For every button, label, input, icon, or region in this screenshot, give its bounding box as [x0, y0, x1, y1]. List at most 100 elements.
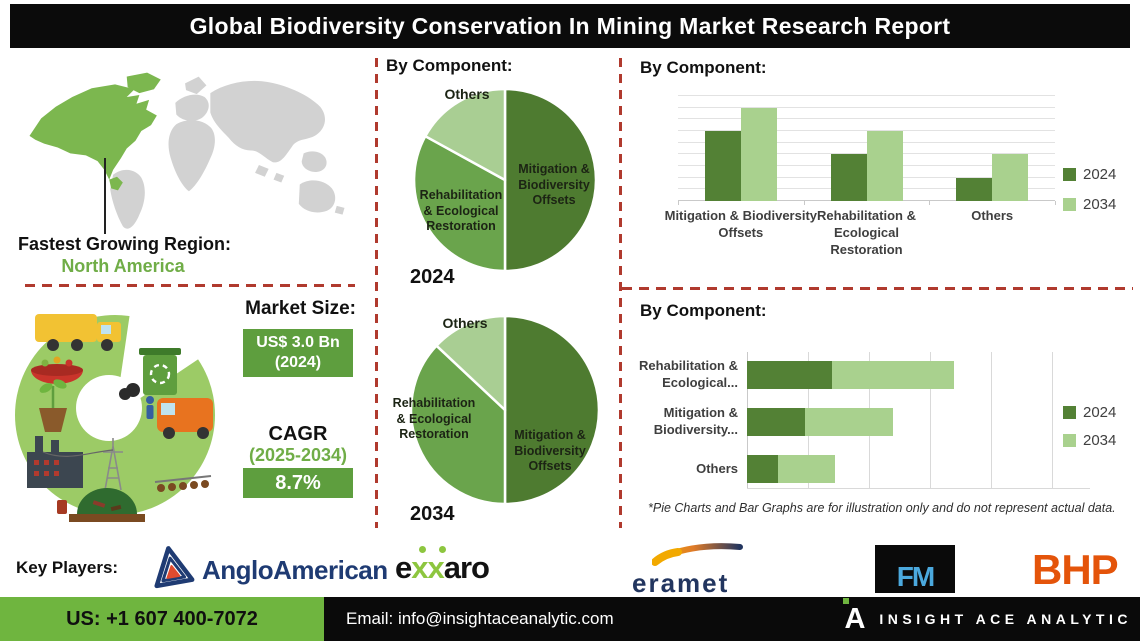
bar-2034: [777, 455, 836, 483]
cagr-label: CAGR: [268, 423, 328, 445]
eco-recycling-illustration: [15, 306, 215, 522]
grouped-bar-chart: [678, 95, 1056, 205]
pie2024-others-label: Others: [444, 86, 490, 102]
gridline: [678, 95, 1055, 96]
anglo-american-text: AngloAmerican: [202, 555, 388, 585]
title-bar: Global Biodiversity Conservation In Mini…: [10, 4, 1130, 48]
pie2024-year-label: 2024: [410, 266, 455, 288]
pie-slice: [412, 134, 507, 273]
bar: [866, 131, 903, 201]
pie2034-year-label: 2034: [410, 503, 455, 525]
pie2024-mitigation-label: Mitigation & Biodiversity Offsets: [518, 162, 590, 208]
axis-line: [747, 488, 1090, 489]
divider-horizontal-right: [622, 287, 1133, 290]
cagr-period: (2025-2034): [248, 445, 348, 465]
market-size-box: US$ 3.0 Bn (2024): [243, 329, 353, 377]
market-size-label: Market Size:: [245, 298, 356, 319]
gridline: [991, 352, 992, 489]
legend-2024-swatch: [1063, 168, 1076, 181]
disclaimer-text: *Pie Charts and Bar Graphs are for illus…: [648, 501, 1116, 515]
bar-section-heading: By Component:: [640, 58, 767, 77]
pie-chart-2034: [409, 314, 601, 506]
divider-vertical-right: [619, 58, 622, 528]
legend-2034-text: 2034: [1083, 196, 1117, 213]
page-title: Global Biodiversity Conservation In Mini…: [189, 12, 951, 39]
anglo-american-icon: [154, 546, 195, 589]
legend-2034: 2034: [1063, 196, 1116, 213]
footer-email: Email: info@insightaceanalytic.com: [346, 609, 614, 628]
market-size-value: US$ 3.0 Bn: [256, 334, 340, 351]
axis-tick: [929, 201, 931, 205]
pie2034-rehab-label: Rehabilitation & Ecological Restoration: [392, 396, 476, 442]
pie-slice: [503, 314, 601, 506]
bar-2024: [747, 361, 833, 389]
cagr-value-box: 8.7%: [243, 468, 353, 498]
pie-slice: [435, 314, 507, 412]
map-pointer-line: [104, 158, 106, 234]
insight-ace-brand-text: INSIGHT ACE ANALYTIC: [879, 611, 1132, 627]
exxaro-text-e: e: [395, 550, 412, 585]
axis-tick: [678, 201, 679, 205]
footer-email-block: Email: info@insightaceanalytic.com A INS…: [324, 597, 1140, 641]
eramet-logo: eramet: [632, 568, 729, 599]
grouped-bar-category-labels: Mitigation & Biodiversity Offsets Rehabil…: [665, 208, 1055, 268]
gridline: [678, 106, 1055, 108]
pie2024-rehab-label: Rehabilitation & Ecological Restoration: [419, 188, 503, 234]
legend-2024-text: 2024: [1083, 166, 1117, 183]
bar-2024: [747, 408, 805, 436]
footer-phone-block: US: +1 607 400-7072: [0, 597, 324, 641]
exxaro-dot-icon: [419, 546, 426, 553]
bar: [992, 154, 1029, 201]
fm-text: FM: [896, 561, 935, 593]
gridline: [678, 130, 1055, 131]
world-map: [29, 72, 345, 229]
insight-ace-analytic-logo: A INSIGHT ACE ANALYTIC: [843, 597, 1132, 641]
hbar-section-heading: By Component:: [640, 301, 767, 320]
divider-horizontal-left: [25, 284, 355, 287]
bar: [704, 131, 741, 201]
insight-ace-dot-icon: [843, 597, 850, 604]
exxaro-dot-icon: [439, 546, 446, 553]
pie-slice: [503, 87, 598, 273]
bar-2034: [804, 408, 894, 436]
category-label: Others: [971, 208, 1014, 223]
eramet-text: eramet: [632, 568, 730, 598]
row-label: Rehabilitation & Ecological...: [639, 358, 738, 390]
pie-slice: [424, 87, 507, 182]
key-players-label: Key Players:: [16, 558, 119, 577]
axis-tick: [1055, 201, 1056, 205]
bar: [740, 107, 777, 201]
market-size-year: (2024): [274, 354, 322, 371]
eramet-swoosh-icon: [652, 543, 743, 566]
pie-slice: [409, 344, 507, 506]
hbar-legend-2024: 2024: [1063, 404, 1116, 421]
exxaro-text-xx: xx: [411, 550, 444, 585]
insight-ace-mark: A: [843, 597, 866, 636]
row-label: Others: [696, 461, 738, 476]
pie-section-heading: By Component:: [386, 56, 513, 75]
bar-2024: [747, 455, 778, 483]
fm-logo: FM: [875, 545, 955, 593]
insight-ace-mark-letter: A: [844, 602, 866, 635]
footer-phone: US: +1 607 400-7072: [66, 607, 258, 630]
cagr-value: 8.7%: [275, 471, 321, 494]
legend-2024: 2024: [1063, 166, 1116, 183]
exxaro-text-aro: aro: [443, 550, 490, 585]
hbar-legend-2034-text: 2034: [1083, 432, 1117, 449]
category-label: Rehabilitation & Ecological Restoration: [817, 208, 916, 257]
hbar-legend-2024-text: 2024: [1083, 404, 1117, 421]
bar: [956, 177, 993, 201]
pie2034-mitigation-label: Mitigation & Biodiversity Offsets: [514, 428, 586, 474]
axis-tick: [803, 201, 805, 205]
fastest-region-value: North America: [61, 256, 185, 276]
divider-vertical-left: [375, 58, 378, 528]
bhp-logo: BHP: [1032, 546, 1119, 594]
legend-2034-swatch: [1063, 198, 1076, 211]
hbar-legend-2034-swatch: [1063, 434, 1076, 447]
fastest-region-label: Fastest Growing Region:: [18, 234, 232, 254]
stacked-bar-chart: [747, 352, 1090, 489]
anglo-american-logo: AngloAmerican: [202, 555, 388, 586]
gridline: [678, 118, 1055, 120]
exxaro-logo: exxaro: [395, 546, 490, 586]
pie2034-others-label: Others: [442, 315, 488, 331]
